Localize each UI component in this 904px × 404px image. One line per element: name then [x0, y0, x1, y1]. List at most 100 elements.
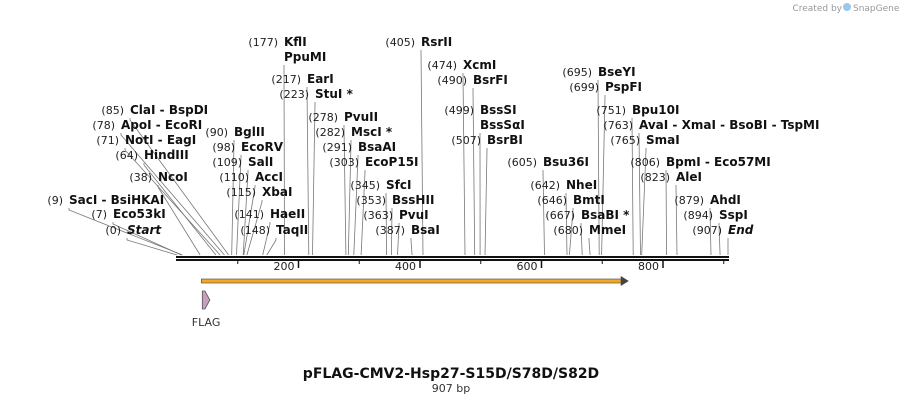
site-connector-eco53ki — [112, 222, 182, 256]
backbone-bottom-strand — [176, 259, 729, 261]
site-position: (64) — [115, 149, 138, 162]
ruler: 200 400 600 800 — [237, 260, 725, 273]
site-position: (303) — [329, 156, 359, 169]
site-position: (115) — [226, 186, 256, 199]
site-position: (490) — [437, 74, 467, 87]
site-label-sspi[interactable]: (894) SspI — [683, 208, 747, 222]
enzyme-name: BsaI — [411, 223, 440, 237]
site-label-taqii[interactable]: (148) TaqII — [240, 223, 308, 237]
site-label-xcmi[interactable]: (474) XcmI — [427, 58, 496, 72]
site-label-eco53ki[interactable]: (7) Eco53kI — [91, 207, 165, 221]
enzyme-name: XbaI — [262, 185, 292, 199]
site-label-acci[interactable]: (110) AccI — [219, 170, 283, 184]
site-label-bseyi[interactable]: (695) BseYI — [562, 65, 635, 79]
site-connector-stui — [312, 102, 316, 256]
site-label-rsrii[interactable]: (405) RsrII — [385, 35, 452, 49]
site-labels: (0) Start (7) Eco53kI (9) SacI - BsiHKAI (38) N… — [47, 35, 819, 237]
enzyme-name: PvuI — [399, 208, 429, 222]
site-position: (98) — [212, 141, 235, 154]
site-label-start[interactable]: (0) Start — [105, 223, 162, 237]
site-connector-nhei — [565, 193, 568, 256]
site-label-pvui[interactable]: (363) PvuI — [363, 208, 428, 222]
enzyme-name: SalI — [248, 155, 273, 169]
site-label-alei[interactable]: (823) AleI — [640, 170, 702, 184]
feature-flag[interactable]: FLAG — [192, 290, 221, 329]
site-label-pvuii[interactable]: (278) PvuII — [308, 110, 378, 124]
site-label-ahdi[interactable]: (879) AhdI — [674, 193, 740, 207]
enzyme-name: SacI - BsiHKAI — [69, 193, 164, 207]
site-label-eari[interactable]: (217) EarI — [271, 72, 333, 86]
site-label-bglii[interactable]: (90) BglII — [205, 125, 264, 139]
site-label-nhei[interactable]: (642) NheI — [530, 178, 597, 192]
site-connector-bsshii — [391, 208, 393, 256]
site-connector-acci — [243, 185, 256, 256]
site-position: (217) — [271, 73, 301, 86]
enzyme-name: BseYI — [598, 65, 636, 79]
site-label-bpmi[interactable]: (806) BpmI - Eco57MI — [630, 155, 770, 169]
site-label-stui[interactable]: (223) StuI * — [279, 87, 353, 101]
site-label-hindiii[interactable]: (64) HindIII — [115, 148, 188, 162]
site-position: (85) — [101, 104, 124, 117]
orf-bar[interactable] — [200, 278, 623, 284]
site-position: (907) — [692, 224, 722, 237]
map-title: pFLAG-CMV2-Hsp27-S15D/S78D/S82D — [303, 366, 599, 382]
site-position: (765) — [610, 134, 640, 147]
site-connector-bsabi — [580, 223, 583, 256]
site-label-end[interactable]: (907) End — [692, 223, 753, 237]
enzyme-name: Eco53kI — [113, 207, 166, 221]
site-position: (387) — [375, 224, 405, 237]
site-label-ncoi[interactable]: (38) NcoI — [129, 170, 187, 184]
site-label-msci[interactable]: (282) MscI * — [315, 125, 392, 139]
site-connector-bpmi — [665, 170, 667, 256]
site-label-apoi[interactable]: (78) ApoI - EcoRI — [92, 118, 202, 132]
site-label-bsaai[interactable]: (291) BsaAI — [322, 140, 396, 154]
site-connector-ecop15i — [360, 170, 366, 256]
site-connector-sali — [242, 170, 249, 256]
site-position: (499) — [444, 104, 474, 117]
site-connector-ecorv — [236, 155, 242, 256]
site-position: (110) — [219, 171, 249, 184]
enzyme-name: TaqII — [276, 223, 308, 237]
site-label-xbai[interactable]: (115) XbaI — [226, 185, 292, 199]
snapgene-credit: Created by SnapGene — [792, 3, 900, 14]
site-label-avai[interactable]: (763) AvaI - XmaI - BsoBI - TspMI — [603, 118, 819, 132]
site-connector-bpu10i — [631, 118, 634, 256]
site-label-bsai[interactable]: (387) BsaI — [375, 223, 439, 237]
site-position: (7) — [91, 208, 107, 221]
site-label-bmti[interactable]: (646) BmtI — [537, 193, 604, 207]
enzyme-name: Start — [127, 223, 162, 237]
enzyme-name: HaeII — [270, 207, 305, 221]
site-label-bsshii[interactable]: (353) BssHII — [356, 193, 434, 207]
site-label-mmei[interactable]: (680) MmeI — [553, 223, 626, 237]
enzyme-name: AvaI - XmaI - BsoBI - TspMI — [639, 118, 819, 132]
site-label-bsabi[interactable]: (667) BsaBI * — [545, 208, 630, 222]
site-label-bsu36i[interactable]: (605) Bsu36I — [507, 155, 589, 169]
site-connector-noti — [124, 148, 221, 256]
site-label-bpu10i[interactable]: (751) Bpu10I — [596, 103, 679, 117]
site-label-ecop15i[interactable]: (303) EcoP15I — [329, 155, 418, 169]
site-label-saci[interactable]: (9) SacI - BsiHKAI — [47, 193, 164, 207]
site-connector-smai — [641, 148, 647, 256]
site-label-smai[interactable]: (765) SmaI — [610, 133, 679, 147]
site-label-bsrfi[interactable]: (490) BsrFI — [437, 73, 507, 87]
site-label-noti[interactable]: (71) NotI - EagI — [96, 133, 196, 147]
site-label-sfci[interactable]: (345) SfcI — [350, 178, 411, 192]
site-connector-msci — [347, 140, 352, 256]
enzyme-name: NotI - EagI — [125, 133, 196, 147]
enzyme-name: ApoI - EcoRI — [121, 118, 202, 132]
site-connector-bsrbi — [484, 148, 488, 256]
site-connector-sspi — [718, 223, 721, 256]
site-position: (642) — [530, 179, 560, 192]
enzyme-name: MscI * — [351, 125, 393, 139]
site-label-haeii[interactable]: (141) HaeII — [234, 207, 305, 221]
feature-track: FLAG — [192, 290, 221, 329]
site-connector-haeii — [262, 222, 271, 256]
site-label-ecorv[interactable]: (98) EcoRV — [212, 140, 283, 154]
site-label-pspfi[interactable]: (699) PspFI — [569, 80, 642, 94]
site-label-sali[interactable]: (109) SalI — [212, 155, 273, 169]
site-position: (109) — [212, 156, 242, 169]
site-label-bsrbi[interactable]: (507) BsrBI — [451, 133, 522, 147]
site-label-clai[interactable]: (85) ClaI - BspDI — [101, 103, 208, 117]
